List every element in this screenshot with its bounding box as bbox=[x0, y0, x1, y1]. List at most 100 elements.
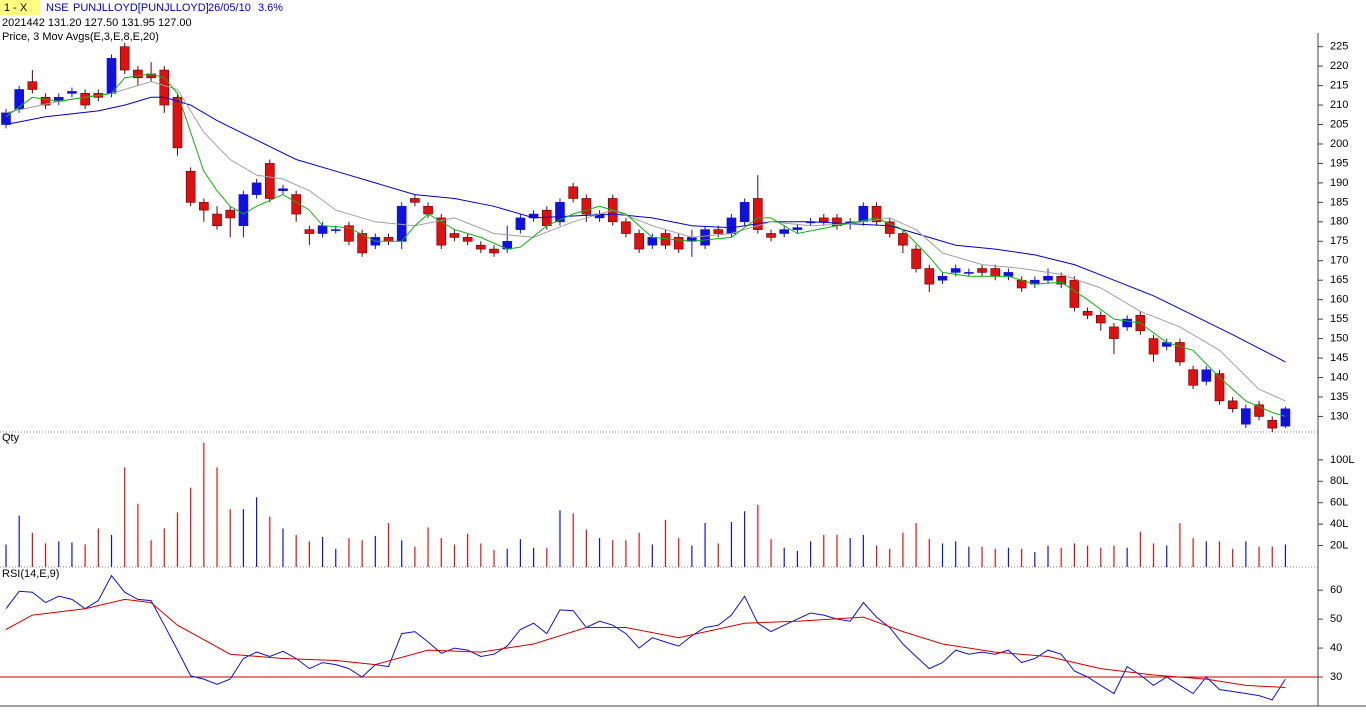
candle-body bbox=[871, 205, 882, 223]
y-tick-label: 130 bbox=[1330, 410, 1348, 422]
candle-body bbox=[1082, 311, 1093, 316]
y-tick-label: 205 bbox=[1330, 118, 1348, 130]
candle-body bbox=[264, 163, 275, 199]
candle-body bbox=[1254, 404, 1264, 417]
price-title: Price, 3 Mov Avgs(E,3,E,8,E,20) bbox=[2, 31, 159, 43]
candle-body bbox=[568, 186, 578, 199]
candle-body bbox=[278, 188, 288, 191]
candle-body bbox=[515, 217, 526, 230]
y-tick-label: 170 bbox=[1330, 255, 1348, 267]
rsi-line bbox=[5, 574, 1286, 701]
moving-average bbox=[5, 81, 1286, 402]
candle-body bbox=[317, 225, 328, 234]
y-tick-label: 60L bbox=[1330, 497, 1348, 509]
y-tick-label: 80L bbox=[1330, 475, 1348, 487]
candle-body bbox=[555, 202, 565, 223]
candle-body bbox=[779, 229, 790, 234]
candle-body bbox=[119, 46, 130, 71]
candle-body bbox=[133, 69, 143, 79]
y-tick-label: 60 bbox=[1330, 584, 1342, 596]
candle-body bbox=[884, 221, 895, 234]
y-tick-label: 210 bbox=[1330, 99, 1348, 111]
candle-body bbox=[251, 182, 262, 195]
y-tick-label: 140 bbox=[1330, 371, 1348, 383]
candle-body bbox=[212, 213, 222, 227]
window-badge[interactable] bbox=[0, 0, 40, 15]
candle-body bbox=[476, 244, 486, 250]
window-label[interactable]: 1 - X bbox=[4, 2, 28, 14]
y-tick-label: 135 bbox=[1330, 391, 1348, 403]
candle-body bbox=[792, 227, 803, 230]
y-tick-label: 190 bbox=[1330, 177, 1348, 189]
rsi-title: RSI(14,E,9) bbox=[2, 568, 59, 580]
y-tick-label: 100L bbox=[1330, 454, 1354, 466]
candle-body bbox=[330, 229, 341, 231]
candle-body bbox=[713, 229, 724, 234]
candle-body bbox=[1241, 408, 1251, 425]
y-tick-label: 155 bbox=[1330, 313, 1348, 325]
candle-body bbox=[581, 198, 592, 215]
candle-body bbox=[753, 198, 763, 230]
candle-body bbox=[964, 272, 974, 274]
candle-body bbox=[291, 194, 301, 215]
candle-body bbox=[818, 217, 829, 223]
candle-body bbox=[1, 112, 11, 125]
candle-body bbox=[1201, 369, 1212, 382]
candle-body bbox=[1069, 279, 1080, 308]
candle-body bbox=[185, 170, 196, 203]
candle-body bbox=[1122, 318, 1132, 328]
candle-body bbox=[898, 233, 908, 246]
candle-body bbox=[911, 248, 921, 269]
candle-body bbox=[673, 237, 684, 250]
candle-body bbox=[199, 202, 209, 211]
y-tick-label: 185 bbox=[1330, 196, 1348, 208]
candle-body bbox=[449, 233, 460, 238]
candle-body bbox=[1095, 314, 1106, 324]
candle-body bbox=[1227, 400, 1238, 409]
candle-body bbox=[383, 237, 394, 242]
candle-body bbox=[937, 276, 948, 281]
rsi-line bbox=[5, 598, 1286, 688]
candle-body bbox=[159, 69, 170, 106]
y-tick-label: 165 bbox=[1330, 274, 1348, 286]
candle-body bbox=[67, 91, 77, 94]
candle-body bbox=[489, 248, 499, 254]
y-tick-label: 220 bbox=[1330, 60, 1348, 72]
candle-body bbox=[462, 237, 473, 242]
quote: 2021442 131.20 127.50 131.95 127.00 bbox=[2, 17, 192, 29]
y-tick-label: 200 bbox=[1330, 138, 1348, 150]
candle-body bbox=[238, 194, 249, 227]
y-tick-label: 215 bbox=[1330, 80, 1348, 92]
candle-body bbox=[1148, 338, 1159, 355]
candle-body bbox=[40, 96, 51, 106]
candle-body bbox=[172, 96, 183, 149]
candle-body bbox=[106, 58, 117, 94]
candle-body bbox=[990, 268, 1001, 277]
candle-body bbox=[766, 233, 776, 238]
y-tick-label: 225 bbox=[1330, 41, 1348, 53]
candle-body bbox=[700, 229, 710, 246]
candle-body bbox=[1056, 276, 1066, 285]
symbol: PUNJLLOYD[PUNJLLOYD] bbox=[73, 2, 209, 14]
candle-body bbox=[647, 237, 658, 246]
y-tick-label: 175 bbox=[1330, 235, 1348, 247]
candle-body bbox=[1109, 326, 1119, 339]
candle-body bbox=[27, 81, 38, 90]
y-tick-label: 30 bbox=[1330, 671, 1342, 683]
date: 26/05/10 bbox=[208, 2, 251, 14]
qty-title: Qty bbox=[2, 432, 20, 444]
candle-body bbox=[410, 198, 420, 203]
candle-body bbox=[621, 221, 631, 234]
candle-body bbox=[423, 205, 433, 215]
candle-body bbox=[634, 233, 644, 250]
y-tick-label: 20L bbox=[1330, 539, 1348, 551]
y-tick-label: 150 bbox=[1330, 332, 1348, 344]
candle-body bbox=[80, 93, 90, 106]
candle-body bbox=[304, 229, 315, 234]
candle-body bbox=[1214, 373, 1225, 402]
moving-average bbox=[5, 73, 1286, 417]
candle-body bbox=[541, 209, 552, 227]
y-tick-label: 195 bbox=[1330, 157, 1348, 169]
candle-body bbox=[1043, 276, 1053, 281]
candle-body bbox=[1188, 369, 1198, 386]
